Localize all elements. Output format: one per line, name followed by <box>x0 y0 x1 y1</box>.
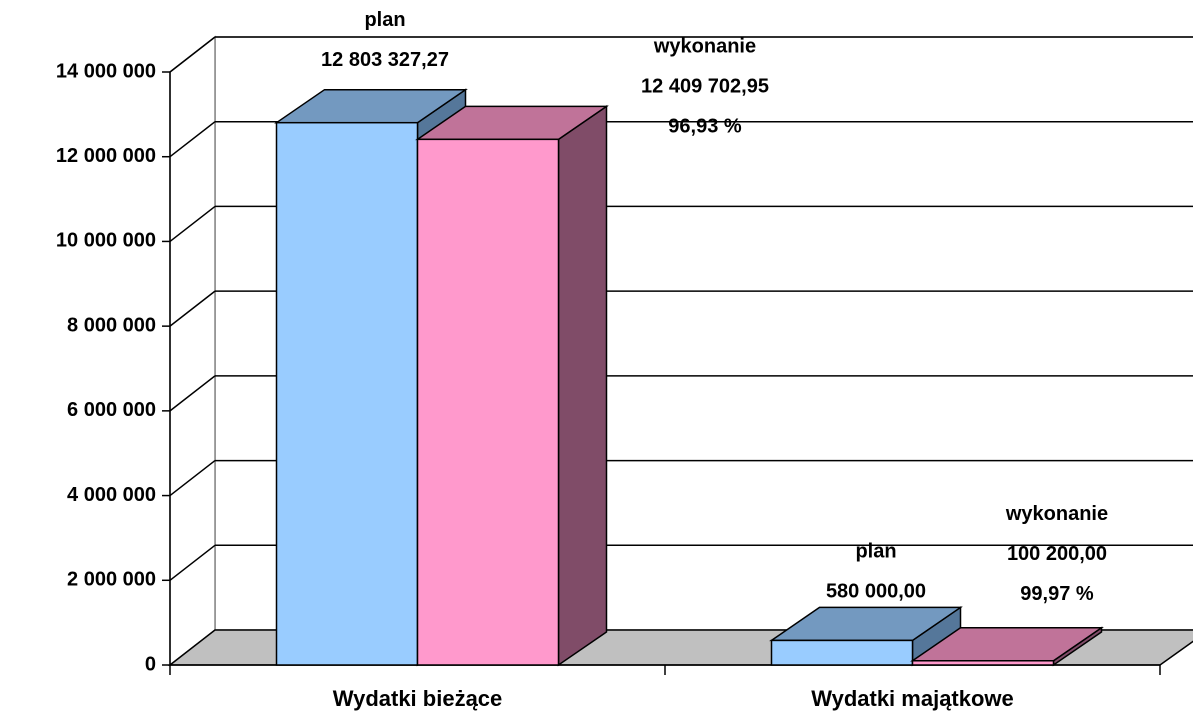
bar-front <box>275 121 419 666</box>
data-label: 96,93 % <box>668 116 742 138</box>
x-tick-label: Wydatki majątkowe <box>811 686 1014 711</box>
y-tick-label: 10 000 000 <box>56 230 156 252</box>
y-tick-label: 4 000 000 <box>67 484 156 506</box>
bar-front <box>770 639 914 666</box>
y-tick-label: 0 <box>145 653 156 675</box>
y-tick-label: 12 000 000 <box>56 145 156 167</box>
data-label: plan <box>364 9 405 31</box>
grid-line-side <box>169 375 216 412</box>
data-label: wykonanie <box>1005 503 1108 525</box>
grid-line-side <box>169 121 216 158</box>
bar-side <box>557 104 608 667</box>
data-label: 12 803 327,27 <box>321 49 449 71</box>
y-tick-label: 2 000 000 <box>67 569 156 591</box>
bar-front <box>911 660 1055 666</box>
bar-front <box>416 138 560 666</box>
y-tick-label: 14 000 000 <box>56 60 156 82</box>
grid-line-side <box>169 205 216 243</box>
data-label: 580 000,00 <box>826 581 926 603</box>
data-label: wykonanie <box>653 36 756 58</box>
data-label: 100 200,00 <box>1007 543 1107 565</box>
grid-line-side <box>169 290 216 327</box>
bar <box>910 626 1104 667</box>
bar <box>769 606 963 667</box>
bar <box>415 104 609 667</box>
y-tick-label: 8 000 000 <box>67 314 156 336</box>
data-label: 12 409 702,95 <box>641 76 769 98</box>
x-tick-label: Wydatki bieżące <box>333 686 503 711</box>
grid-line-side <box>169 544 216 581</box>
side-wall <box>169 35 216 667</box>
y-tick-label: 6 000 000 <box>67 399 156 421</box>
data-label: 99,97 % <box>1020 583 1094 605</box>
grid-line-side <box>169 36 216 73</box>
data-label: plan <box>855 541 896 563</box>
grid-line-side <box>169 459 216 497</box>
